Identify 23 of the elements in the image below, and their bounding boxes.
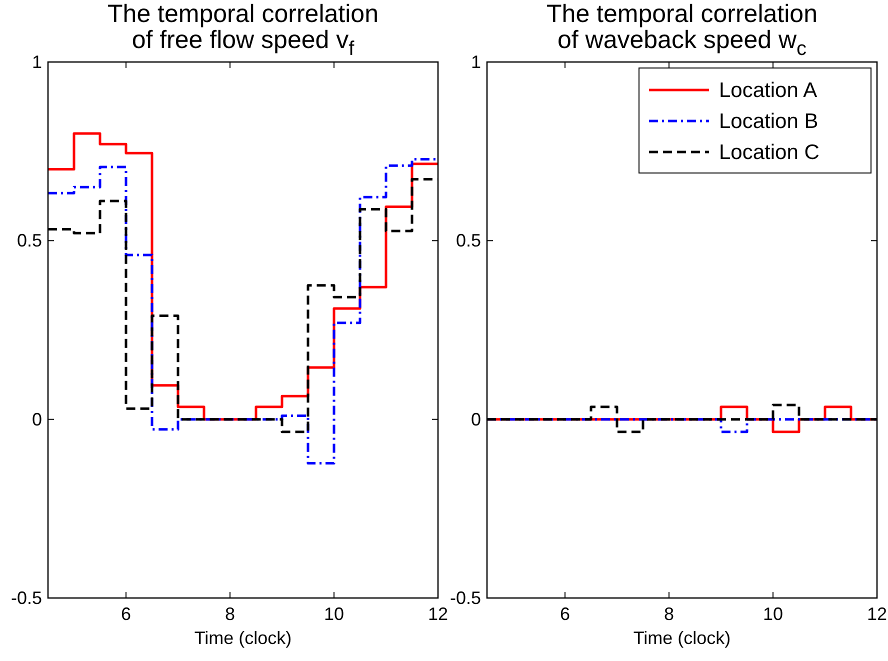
legend-label: Location A	[719, 79, 818, 102]
y-tick-label: -0.5	[10, 588, 42, 608]
x-tick-label: 8	[664, 604, 674, 624]
x-tick-label: 12	[428, 604, 448, 624]
y-tick-label: -0.5	[450, 588, 481, 608]
chart-title: The temporal correlation of free flow speed v$_{f}$	[108, 0, 378, 60]
y-tick-label: 0	[32, 409, 42, 430]
x-tick-label: 10	[324, 604, 344, 624]
x-axis-title: Time (clock)	[633, 628, 731, 648]
legend-label: Location C	[719, 141, 820, 164]
y-tick-label: 0	[470, 409, 481, 430]
y-tick-label: 0.5	[16, 230, 42, 251]
y-tick-label: 1	[470, 52, 481, 72]
chart-title: The temporal correlation of waveback speed w$_{c}$	[546, 0, 818, 60]
legend-label: Location B	[719, 110, 818, 133]
x-tick-label: 6	[120, 604, 132, 624]
x-axis-title: Time (clock)	[194, 628, 292, 648]
x-tick-label: 12	[866, 604, 888, 624]
x-tick-label: 10	[762, 604, 784, 624]
x-tick-label: 8	[224, 604, 236, 624]
x-tick-label: 6	[560, 604, 570, 624]
y-tick-label: 0.5	[456, 230, 481, 251]
y-tick-label: 1	[32, 52, 42, 72]
